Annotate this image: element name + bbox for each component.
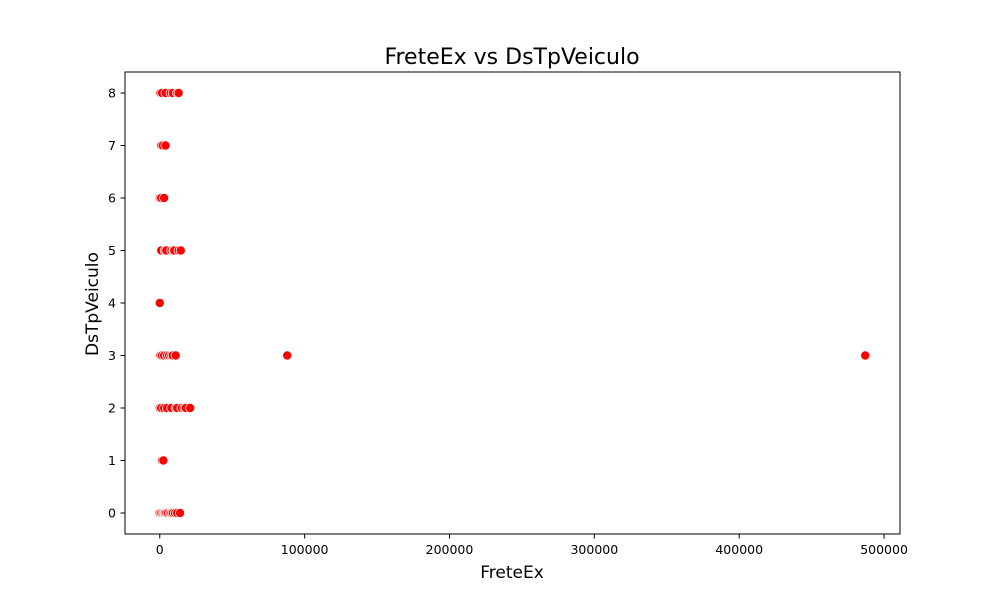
scatter-point	[860, 350, 871, 361]
scatter-point	[159, 192, 170, 203]
scatter-point	[160, 140, 171, 151]
y-tick-label: 8	[108, 86, 116, 101]
y-tick-label: 7	[108, 138, 116, 153]
chart-title: FreteEx vs DsTpVeiculo	[384, 45, 639, 70]
scatter-point	[282, 350, 293, 361]
y-axis-label: DsTpVeiculo	[83, 252, 103, 356]
y-tick-label: 3	[108, 348, 116, 363]
x-axis-label: FreteEx	[480, 563, 544, 583]
data-points	[154, 88, 871, 518]
plot-frame	[124, 71, 901, 535]
scatter-point	[185, 402, 196, 413]
y-tick-label: 0	[108, 506, 116, 521]
y-tick-label: 2	[108, 401, 116, 416]
y-axis-ticks: 0 1 2 3 4 5 6 7 8	[108, 86, 125, 521]
y-tick-label: 5	[108, 243, 116, 258]
x-tick-label: 100000	[281, 542, 329, 557]
scatter-point	[175, 507, 186, 518]
scatter-point	[154, 297, 165, 308]
x-tick-label: 400000	[715, 542, 763, 557]
scatter-point	[173, 88, 184, 99]
x-tick-label: 300000	[570, 542, 618, 557]
scatter-point	[170, 350, 181, 361]
x-axis-ticks: 0 100000 200000 300000 400000 500000	[156, 534, 908, 557]
y-tick-label: 6	[108, 191, 116, 206]
x-tick-label: 0	[156, 542, 164, 557]
y-tick-label: 1	[108, 453, 116, 468]
x-tick-label: 500000	[860, 542, 908, 557]
scatter-point	[158, 455, 169, 466]
y-tick-label: 4	[108, 296, 116, 311]
scatter-point	[175, 245, 186, 256]
x-tick-label: 200000	[426, 542, 474, 557]
